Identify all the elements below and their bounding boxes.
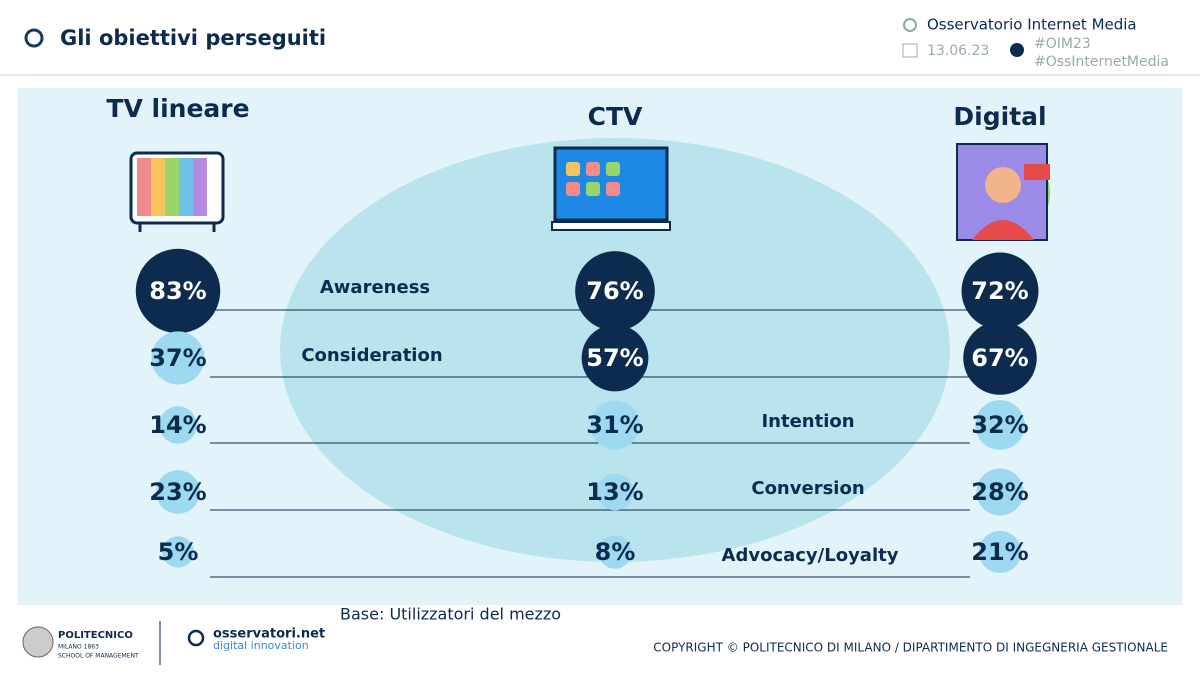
bubble: [961, 252, 1039, 330]
title: Gli obiettivi perseguiti: [60, 26, 326, 50]
logo-text: digital innovation: [213, 639, 309, 652]
bubble: [156, 470, 200, 514]
column-header: Digital: [953, 102, 1046, 131]
stage-label: Conversion: [751, 478, 864, 499]
digital-icon: [956, 143, 1050, 241]
source: Osservatorio Internet Media: [927, 16, 1137, 34]
logo-text: MILANO 1863: [58, 644, 99, 651]
value-label: 14%: [149, 411, 206, 439]
bubble: [596, 473, 634, 511]
column-header: TV lineare: [106, 94, 249, 123]
logo-text: POLITECNICO: [58, 630, 133, 641]
logo-icon: [24, 28, 44, 48]
base-note: Base: Utilizzatori del mezzo: [340, 605, 561, 624]
bubble: [159, 406, 197, 444]
bubble: [963, 321, 1037, 395]
value-label: 13%: [586, 478, 643, 506]
stage-label: Consideration: [301, 345, 442, 366]
bubble: [135, 248, 221, 334]
copyright: COPYRIGHT © POLITECNICO DI MILANO / DIPA…: [653, 641, 1168, 655]
bubble: [975, 400, 1025, 450]
value-label: 32%: [971, 411, 1028, 439]
stage-label: Awareness: [320, 277, 430, 298]
value-label: 67%: [971, 344, 1028, 372]
bubble: [581, 324, 649, 392]
source-icon: [903, 18, 917, 32]
tv-icon: [129, 151, 225, 232]
bubble: [978, 530, 1022, 574]
value-label: 72%: [971, 277, 1028, 305]
value-label: 76%: [586, 277, 643, 305]
bubble: [575, 251, 655, 331]
hashtag: #OIM23: [1034, 36, 1091, 52]
polimi-seal: [22, 626, 54, 658]
logo-text: SCHOOL OF MANAGEMENT: [58, 653, 139, 660]
bubble: [598, 535, 632, 569]
logo-text: osservatori.net: [213, 627, 325, 642]
bubble: [162, 536, 194, 568]
hashtag: #OssInternetMedia: [1034, 54, 1169, 70]
value-label: 31%: [586, 411, 643, 439]
bubble: [151, 331, 205, 385]
value-label: 28%: [971, 478, 1028, 506]
twitter-icon: [1010, 43, 1024, 57]
value-label: 83%: [149, 277, 206, 305]
bubble: [976, 468, 1024, 516]
date: 13.06.23: [927, 43, 989, 59]
value-label: 21%: [971, 538, 1028, 566]
value-label: 5%: [158, 538, 199, 566]
value-label: 23%: [149, 478, 206, 506]
stage-label: Advocacy/Loyalty: [722, 545, 899, 566]
value-label: 8%: [595, 538, 636, 566]
value-label: 37%: [149, 344, 206, 372]
calendar-icon: [902, 43, 918, 58]
column-header: CTV: [588, 102, 643, 131]
ctv-icon: [551, 146, 671, 231]
bubble: [590, 400, 640, 450]
stage-label: Intention: [761, 411, 854, 432]
value-label: 57%: [586, 344, 643, 372]
osservatori-icon: [187, 629, 205, 647]
